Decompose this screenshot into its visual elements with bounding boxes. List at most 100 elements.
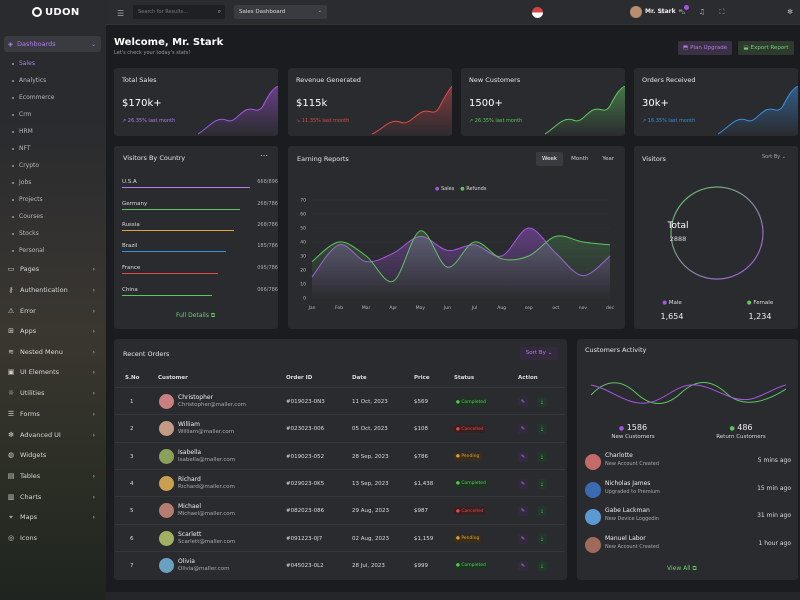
sidebar-subitem-ecommerce[interactable]: Ecommerce [12, 94, 54, 101]
activity-item[interactable]: Manuel Labor New Account Created 1 hour … [583, 533, 793, 559]
cart-icon[interactable]: ⛍ [678, 8, 686, 16]
customer-avatar [159, 394, 174, 409]
sidebar-item-dashboards[interactable]: ◈ Dashboards ⌄ [4, 36, 101, 52]
user-name[interactable]: Mr. Stark [645, 8, 676, 15]
upgrade-icon: ⬒ [682, 45, 689, 51]
sort-by-dropdown[interactable]: Sort By ⌄ [761, 154, 786, 160]
external-link-icon: ⧉ [210, 312, 216, 319]
customer-email: Richard@maller.com [178, 483, 235, 490]
settings-gear-icon[interactable]: ✻ [787, 8, 793, 16]
row-number: 2 [130, 426, 134, 433]
sidebar-subitem-courses[interactable]: Courses [12, 213, 43, 220]
table-row: 7 Olivia Olivia@maller.com #045023-0L2 2… [115, 550, 565, 578]
activity-item[interactable]: Charlotte New Account Created 5 mins ago [583, 450, 793, 476]
customer-name: Olivia [178, 557, 195, 565]
activity-item[interactable]: Nicholas James Upgraded to Premium 15 mi… [583, 478, 793, 504]
order-id: #019023-0N3 [286, 399, 325, 405]
sidebar-subitem-analytics[interactable]: Analytics [12, 77, 46, 84]
sidebar-subitem-hrm[interactable]: HRM [12, 128, 33, 135]
more-options-icon[interactable]: ⋯ [260, 151, 268, 160]
sidebar-item-error[interactable]: ⚠ Error › [7, 307, 95, 315]
orders-sort-button[interactable]: Sort By ⌄ [520, 347, 558, 360]
activity-item[interactable]: Gabe Lackman New Device Loggedin 31 min … [583, 505, 793, 531]
edit-icon[interactable]: ✎ [518, 560, 528, 571]
form-icon: ☰ [7, 410, 15, 418]
sidebar-item-pages[interactable]: ▭ Pages › [7, 265, 95, 273]
status-badge: ● Completed [454, 479, 488, 488]
tab-month[interactable]: Month [571, 156, 589, 162]
export-report-button[interactable]: ⬓ Export Report [738, 41, 794, 55]
language-flag-icon[interactable] [532, 7, 543, 18]
x-tick-label: Mar [362, 305, 371, 311]
sidebar-subitem-sales[interactable]: Sales [12, 60, 35, 67]
menu-toggle-icon[interactable]: ☰ [117, 9, 125, 18]
tab-week[interactable]: Week [536, 152, 564, 166]
sidebar-subitem-personal[interactable]: Personal [12, 247, 45, 254]
sidebar-item-tables[interactable]: ▤ Tables › [7, 472, 95, 480]
sidebar-subitem-stocks[interactable]: Stocks [12, 230, 39, 237]
activity-avatar [585, 454, 601, 470]
chart-legend: ● Sales ● Refunds [435, 186, 486, 192]
sidebar-subitem-projects[interactable]: Projects [12, 196, 43, 203]
download-icon[interactable]: ⤓ [537, 533, 547, 544]
download-icon[interactable]: ⤓ [537, 397, 547, 407]
user-avatar[interactable] [630, 6, 642, 18]
download-icon[interactable]: ⤓ [537, 506, 547, 517]
edit-icon[interactable]: ✎ [518, 451, 528, 462]
page-subtitle: Let's check your today's stats! [114, 50, 191, 56]
activity-name: Gabe Lackman [605, 507, 650, 514]
fullscreen-icon[interactable]: ⛶ [719, 8, 725, 16]
theme-toggle-icon[interactable]: ☼ [658, 8, 666, 16]
series-line-refunds[interactable] [311, 230, 611, 283]
download-icon[interactable]: ⤓ [537, 560, 547, 571]
full-details-link[interactable]: Full Details ⧉ [176, 312, 216, 319]
brand-logo[interactable]: UDON [0, 0, 106, 25]
sidebar-item-nested-menu[interactable]: ≋ Nested Menu › [8, 348, 95, 356]
download-icon[interactable]: ⤓ [537, 424, 547, 435]
notification-bell-icon[interactable]: ♫ [698, 8, 706, 16]
download-icon[interactable]: ⤓ [537, 451, 547, 462]
legend-sales[interactable]: ● Sales [435, 186, 455, 192]
view-all-link[interactable]: View All ⧉ [667, 565, 697, 572]
activity-time: 31 min ago [757, 512, 791, 519]
earning-chart: 0 10 20 30 40 50 60 70 Jan Feb Mar Apr May Jun Jul Aug s… [300, 198, 614, 312]
tab-year[interactable]: Year [602, 156, 614, 162]
widget-icon: ◍ [7, 451, 15, 459]
edit-icon[interactable]: ✎ [518, 424, 528, 435]
series-area-refunds [312, 230, 610, 298]
stat-change: ↘ 11.35% last month [296, 118, 350, 124]
sidebar-item-advanced-ui[interactable]: ✻ Advanced UI › [8, 431, 95, 439]
download-icon[interactable]: ⤓ [537, 478, 547, 489]
edit-icon[interactable]: ✎ [518, 397, 528, 407]
sidebar-item-maps[interactable]: ⌖ Maps › [7, 513, 97, 521]
sidebar-subitem-crypto[interactable]: Crypto [12, 162, 39, 169]
customer-email: Scarlett@maller.com [178, 538, 236, 545]
sidebar-item-forms[interactable]: ☰ Forms › [7, 410, 95, 418]
edit-icon[interactable]: ✎ [518, 506, 528, 517]
sidebar-item-apps[interactable]: ⊞ Apps › [8, 327, 95, 335]
order-price: $108 [414, 426, 428, 433]
search-icon[interactable]: ⌕ [217, 8, 221, 15]
table-icon: ▤ [7, 472, 15, 480]
sidebar-item-ui-elements[interactable]: ▣ UI Elements › [7, 368, 95, 376]
customer-name: Michael [178, 503, 201, 511]
stat-card-total-sales: Total Sales $170k+ ↗ 26.35% last month [114, 68, 278, 136]
col-header: Order ID [286, 375, 313, 381]
country-row: Brazil 185/786 [122, 243, 278, 252]
map-icon: ⌖ [9, 513, 13, 521]
edit-icon[interactable]: ✎ [518, 533, 528, 544]
edit-icon[interactable]: ✎ [518, 478, 528, 489]
dashboard-select[interactable]: Sales Dashboard ⌄ [234, 5, 327, 19]
sidebar-item-charts[interactable]: ▥ Charts › [7, 493, 95, 501]
sidebar-subitem-crm[interactable]: Crm [12, 111, 31, 118]
sidebar-subitem-jobs[interactable]: Jobs [12, 179, 31, 186]
legend-refunds[interactable]: ● Refunds [460, 186, 487, 192]
sidebar-item-utilities[interactable]: ☼ Utilities › [7, 389, 95, 397]
activity-avatar [585, 536, 601, 553]
sidebar-item-authentication[interactable]: ⚷ Authentication › [8, 286, 95, 294]
sidebar-item-widgets[interactable]: ◍ Widgets [7, 451, 47, 459]
sidebar-item-icons[interactable]: ◎ Icons [7, 534, 37, 542]
plan-upgrade-button[interactable]: ⬒ Plan Upgrade [678, 41, 732, 55]
sidebar-subitem-nft[interactable]: NFT [12, 145, 31, 152]
search-input[interactable]: Search for Results... ⌕ [133, 5, 225, 19]
